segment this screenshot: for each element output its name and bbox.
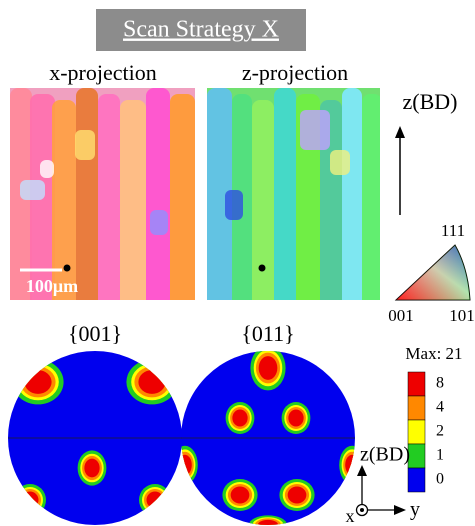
grain: [225, 190, 243, 220]
contour: [345, 455, 359, 475]
contour: [288, 410, 303, 427]
contour: [288, 487, 307, 504]
figure: Scan Strategy X x-projection z-projectio…: [0, 0, 475, 526]
legend-level: 8: [436, 375, 444, 392]
grain: [342, 88, 362, 308]
axis-label: x: [346, 506, 355, 526]
grain: [40, 160, 54, 178]
contour: [259, 356, 278, 380]
legend-swatch: [408, 444, 425, 468]
legend-level: 1: [436, 447, 444, 464]
contour: [22, 492, 39, 509]
grain: [330, 150, 350, 175]
pore: [64, 265, 71, 272]
grain: [252, 100, 274, 320]
contour: [232, 410, 247, 427]
axis-label: z(BD): [403, 89, 458, 114]
legend-level: 4: [436, 399, 444, 416]
grain: [274, 88, 296, 308]
legend: 8 4 2 1 0: [408, 372, 444, 492]
grain: [362, 94, 382, 314]
ipf-corner: 111: [441, 221, 465, 240]
grain: [170, 94, 195, 314]
legend-swatch: [408, 372, 425, 396]
ipf-corner: 001: [388, 306, 414, 325]
legend-level: 0: [436, 471, 444, 488]
arrow-head: [394, 505, 406, 515]
legend-swatch: [408, 396, 425, 420]
scale-bar-label: 100μm: [26, 276, 78, 296]
map-label: z-projection: [242, 60, 348, 85]
grain: [150, 210, 168, 235]
legend-level: 2: [436, 423, 444, 440]
contour: [178, 455, 192, 475]
legend-title: Max: 21: [405, 344, 462, 363]
pole-figure-label: {001}: [68, 321, 122, 346]
legend-swatch: [408, 468, 425, 492]
contour: [231, 487, 250, 504]
map-label: x-projection: [49, 60, 157, 85]
grain: [120, 100, 146, 320]
contour: [147, 492, 164, 509]
axis-label: z(BD): [360, 444, 410, 466]
legend-swatch: [408, 420, 425, 444]
grain: [146, 88, 170, 308]
pole-figure-label: {011}: [241, 321, 294, 346]
page: {"header":{"title":"Scan Strategy X"}, "…: [0, 0, 475, 526]
contour: [24, 370, 51, 394]
grain: [300, 110, 330, 150]
grain: [98, 94, 120, 314]
contour: [84, 459, 99, 478]
arrow-head: [395, 126, 405, 138]
ipf-corner: 101: [449, 306, 475, 325]
grain: [76, 88, 98, 308]
axis-label: y: [410, 499, 420, 521]
grain: [75, 130, 95, 160]
arrow-head: [357, 465, 367, 476]
contour: [138, 370, 165, 394]
pore: [259, 265, 266, 272]
axis-dot: [360, 508, 364, 512]
body: Scan Strategy X x-projection z-projectio…: [0, 0, 475, 526]
title: Scan Strategy X: [123, 17, 279, 43]
grain: [20, 180, 45, 200]
z-projection-map: [207, 88, 382, 320]
ipf-shade: [396, 245, 470, 300]
